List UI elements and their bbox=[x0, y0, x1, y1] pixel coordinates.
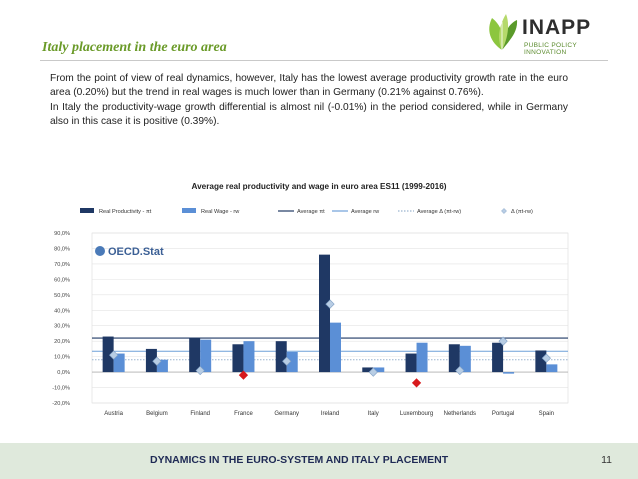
footer-text: DYNAMICS IN THE EURO-SYSTEM AND ITALY PL… bbox=[150, 454, 449, 466]
logo-name: INAPP bbox=[522, 16, 592, 39]
bar-wage bbox=[330, 322, 341, 373]
delta-point bbox=[195, 365, 205, 376]
bar-productivity bbox=[448, 344, 460, 373]
y-tick-label: 80,0% bbox=[54, 246, 70, 252]
bar-wage bbox=[459, 345, 471, 373]
delta-point bbox=[541, 353, 551, 363]
oecd-stat-label: OECD.Stat bbox=[108, 246, 164, 258]
delta-point bbox=[455, 365, 465, 376]
delta-point bbox=[282, 356, 292, 366]
y-tick-label: 30,0% bbox=[54, 324, 70, 330]
bar-productivity bbox=[102, 336, 114, 373]
y-tick-label: 40,0% bbox=[54, 308, 70, 314]
bar-productivity bbox=[405, 353, 417, 373]
legend-swatch bbox=[501, 208, 507, 214]
x-tick-label: Italy bbox=[368, 411, 379, 417]
delta-point bbox=[498, 336, 508, 346]
y-tick-label: 20,0% bbox=[54, 339, 70, 345]
y-tick-label: -20,0% bbox=[52, 401, 70, 407]
bar-wage bbox=[373, 367, 385, 373]
legend-label: Average πt bbox=[297, 209, 325, 215]
y-tick-label: 70,0% bbox=[54, 262, 70, 268]
chart-title: Average real productivity and wage in eu… bbox=[191, 182, 447, 191]
y-tick-label: 90,0% bbox=[54, 231, 70, 237]
y-tick-label: 0,0% bbox=[57, 370, 70, 376]
x-tick-label: Netherlands bbox=[444, 411, 476, 417]
page-number: 11 bbox=[601, 454, 612, 466]
legend-label: Average Δ (πt-rw) bbox=[417, 209, 461, 215]
legend-label: Real Productivity - πt bbox=[99, 209, 152, 215]
x-tick-label: Austria bbox=[104, 411, 123, 417]
bar-productivity bbox=[319, 254, 330, 373]
bar-wage bbox=[113, 353, 125, 373]
legend-label: Δ (πt-rw) bbox=[511, 209, 533, 215]
delta-point bbox=[238, 370, 249, 380]
bar-wage bbox=[200, 339, 212, 373]
x-tick-label: Ireland bbox=[321, 411, 339, 417]
delta-point bbox=[411, 378, 422, 388]
y-tick-label: 50,0% bbox=[54, 293, 70, 299]
logo-tagline: PUBLIC POLICY INNOVATION bbox=[524, 42, 577, 56]
oecd-stat-watermark: OECD.Stat bbox=[95, 246, 164, 258]
delta-point bbox=[109, 350, 119, 360]
x-tick-label: France bbox=[234, 411, 253, 417]
bar-wage bbox=[416, 342, 428, 373]
bar-productivity bbox=[232, 344, 244, 373]
bar-productivity bbox=[492, 342, 504, 373]
bar-wage bbox=[243, 341, 255, 373]
legend-swatch bbox=[182, 208, 196, 213]
bar-wage bbox=[286, 352, 298, 373]
bar-productivity bbox=[189, 338, 201, 373]
title-divider bbox=[40, 60, 608, 61]
leaf-icon bbox=[489, 14, 518, 50]
x-tick-label: Germany bbox=[274, 411, 299, 417]
x-tick-label: Spain bbox=[539, 411, 554, 417]
footer-bar: DYNAMICS IN THE EURO-SYSTEM AND ITALY PL… bbox=[0, 443, 638, 479]
oecd-globe-icon bbox=[95, 246, 105, 256]
delta-point bbox=[152, 356, 162, 366]
inapp-logo: INAPP PUBLIC POLICY INNOVATION bbox=[484, 12, 614, 56]
chart: -20,0% -10,0% 0,0% 10,0% 20,0% 30,0% 40,0% 50,0… bbox=[52, 208, 569, 417]
bar-productivity bbox=[362, 367, 374, 373]
delta-point bbox=[325, 299, 335, 309]
legend-label: Real Wage - rw bbox=[201, 209, 240, 215]
y-tick-label: -10,0% bbox=[52, 386, 70, 392]
legend-label: Average rw bbox=[351, 209, 380, 215]
bar-productivity bbox=[275, 341, 287, 373]
paragraph-1: From the point of view of real dynamics,… bbox=[50, 73, 568, 99]
x-tick-label: Finland bbox=[190, 411, 210, 417]
body-text: From the point of view of real dynamics,… bbox=[50, 72, 568, 130]
bar-wage bbox=[156, 359, 168, 373]
legend-swatch bbox=[80, 208, 94, 213]
paragraph-2: In Italy the productivity-wage growth di… bbox=[50, 101, 568, 128]
bar-wage bbox=[546, 364, 558, 373]
x-tick-label: Belgium bbox=[146, 411, 168, 417]
bar-productivity bbox=[145, 348, 157, 373]
delta-point bbox=[368, 367, 378, 377]
bar-wage bbox=[503, 372, 515, 374]
x-tick-label: Portugal bbox=[492, 411, 514, 417]
y-tick-label: 10,0% bbox=[54, 355, 70, 361]
bar-productivity bbox=[535, 350, 547, 373]
x-tick-label: Luxembourg bbox=[400, 411, 433, 417]
y-tick-label: 60,0% bbox=[54, 277, 70, 283]
slide-title: Italy placement in the euro area bbox=[42, 40, 227, 55]
